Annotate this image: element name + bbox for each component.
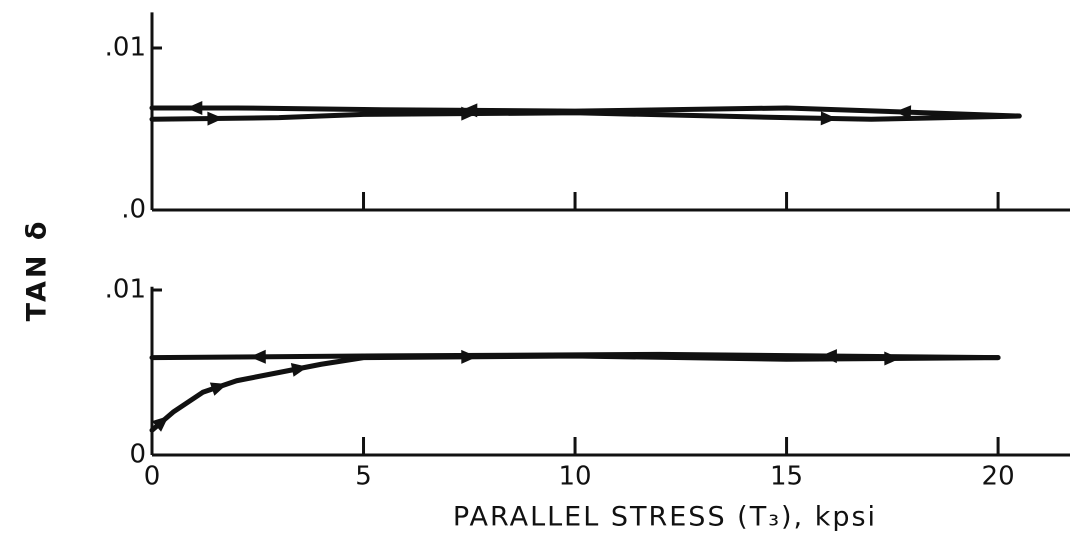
x-tick-label: 20 <box>982 462 1015 492</box>
y-tick-label: .01 <box>105 33 146 63</box>
arrowhead <box>151 415 169 432</box>
arrowhead <box>894 105 912 120</box>
x-tick-label: 10 <box>558 462 591 492</box>
arrowhead <box>820 349 837 364</box>
arrowhead <box>290 363 308 377</box>
arrowhead <box>461 103 478 118</box>
y-tick-label: 0 <box>129 440 146 470</box>
y-axis-label: TAN δ <box>22 219 53 322</box>
data-line <box>149 351 1001 361</box>
y-tick-label: .01 <box>105 275 146 305</box>
x-tick-label: 0 <box>144 462 161 492</box>
arrowhead <box>207 111 224 126</box>
x-tick-label: 15 <box>770 462 803 492</box>
arrowhead <box>186 100 203 115</box>
data-line <box>149 353 1001 433</box>
x-axis-label: PARALLEL STRESS (T₃), kpsi <box>453 502 877 533</box>
arrowhead <box>249 349 266 364</box>
x-tick-label: 5 <box>355 462 372 492</box>
arrowhead <box>209 382 228 396</box>
y-tick-label: .0 <box>121 195 146 225</box>
arrowhead <box>820 111 837 126</box>
